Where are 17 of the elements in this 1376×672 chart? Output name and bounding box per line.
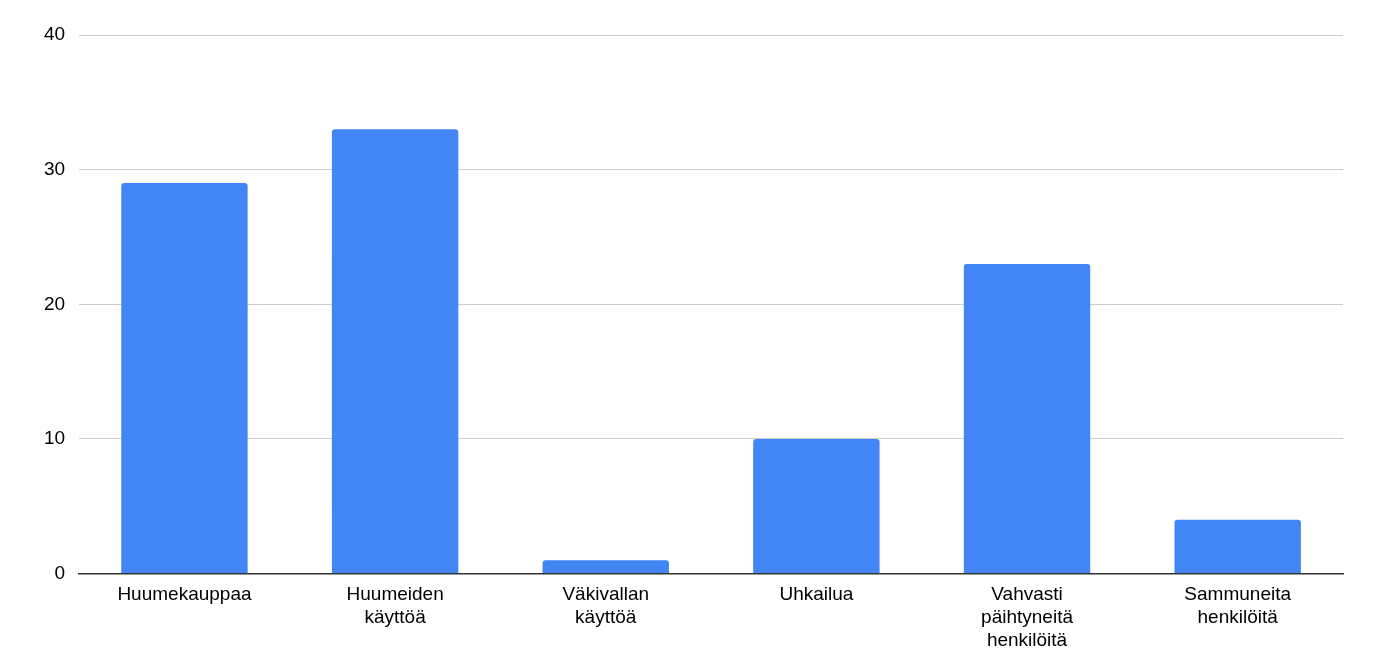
- x-tick-label: Huumeiden käyttöä: [346, 583, 444, 628]
- x-tick-label: Vahvasti päihtyneitä henkilöitä: [981, 583, 1074, 650]
- y-tick-label: 30: [43, 157, 66, 179]
- y-tick-label: 0: [54, 561, 66, 583]
- x-tick-label: Väkivallan käyttöä: [562, 583, 650, 628]
- bar: [331, 129, 459, 574]
- bar: [121, 183, 248, 574]
- y-tick-label: 40: [43, 23, 66, 45]
- bar: [753, 438, 880, 574]
- bar: [1174, 519, 1301, 574]
- bar: [963, 263, 1091, 574]
- x-tick-label: Uhkailua: [779, 583, 854, 605]
- x-tick-label: Sammuneita henkilöitä: [1184, 583, 1292, 628]
- x-tick-label: Huumekauppaa: [117, 583, 252, 605]
- y-tick-label: 20: [43, 292, 66, 314]
- y-tick-label: 10: [43, 427, 66, 449]
- bar: [542, 560, 669, 574]
